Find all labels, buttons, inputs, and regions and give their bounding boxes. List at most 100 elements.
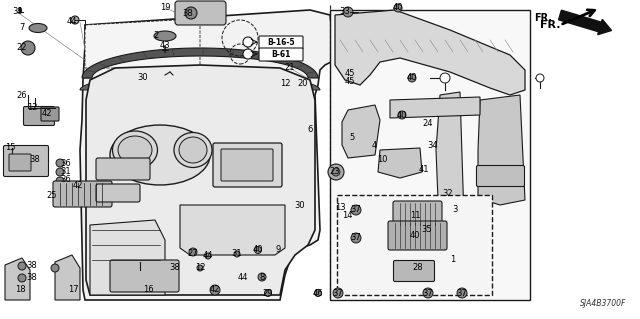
FancyBboxPatch shape (96, 184, 140, 202)
Text: 19: 19 (160, 4, 170, 12)
FancyBboxPatch shape (393, 201, 442, 227)
Text: 39: 39 (13, 8, 23, 17)
Polygon shape (80, 74, 320, 90)
Text: 13: 13 (335, 204, 346, 212)
FancyBboxPatch shape (41, 107, 59, 121)
Circle shape (351, 205, 361, 215)
Text: 4: 4 (371, 142, 376, 151)
FancyArrow shape (559, 10, 611, 35)
FancyBboxPatch shape (259, 36, 303, 49)
Text: 28: 28 (413, 263, 423, 272)
Circle shape (258, 273, 266, 281)
FancyBboxPatch shape (24, 107, 54, 125)
Text: 35: 35 (422, 225, 432, 234)
Circle shape (411, 232, 419, 240)
Text: 25: 25 (47, 190, 57, 199)
FancyBboxPatch shape (3, 145, 49, 176)
Ellipse shape (29, 24, 47, 33)
Text: 37: 37 (456, 288, 467, 298)
Circle shape (394, 4, 402, 12)
Text: 20: 20 (298, 79, 308, 88)
Text: 14: 14 (342, 211, 352, 220)
FancyBboxPatch shape (213, 143, 282, 187)
Polygon shape (80, 10, 335, 300)
Circle shape (408, 74, 416, 82)
Text: B-61: B-61 (271, 50, 291, 59)
Text: 16: 16 (143, 286, 154, 294)
Text: 31: 31 (232, 249, 243, 258)
Text: 36: 36 (61, 159, 72, 167)
Text: 45: 45 (345, 69, 355, 78)
Polygon shape (436, 92, 465, 255)
Circle shape (398, 111, 406, 119)
Circle shape (440, 73, 450, 83)
Circle shape (234, 251, 240, 257)
Circle shape (18, 262, 26, 270)
Ellipse shape (154, 31, 176, 41)
Text: FR.: FR. (534, 13, 552, 23)
Circle shape (328, 164, 344, 180)
Text: 21: 21 (285, 63, 295, 72)
Text: 40: 40 (410, 232, 420, 241)
Text: FR.: FR. (540, 20, 561, 30)
Circle shape (536, 74, 544, 82)
Text: 44: 44 (203, 251, 213, 261)
Text: 27: 27 (188, 249, 198, 257)
Text: 17: 17 (68, 286, 78, 294)
Text: 37: 37 (333, 288, 344, 298)
FancyBboxPatch shape (175, 1, 226, 25)
FancyBboxPatch shape (96, 158, 150, 180)
Text: 37: 37 (422, 288, 433, 298)
Text: 44: 44 (67, 18, 77, 26)
Text: 24: 24 (423, 120, 433, 129)
Text: 38: 38 (27, 273, 37, 283)
Text: 34: 34 (428, 140, 438, 150)
Text: 44: 44 (237, 273, 248, 283)
Circle shape (243, 37, 253, 47)
Text: 3: 3 (452, 205, 458, 214)
Circle shape (332, 168, 340, 176)
Text: 46: 46 (313, 288, 323, 298)
Text: 38: 38 (182, 9, 193, 18)
Text: 42: 42 (73, 181, 83, 189)
Text: 43: 43 (160, 41, 170, 50)
Text: 6: 6 (307, 125, 313, 135)
Text: 32: 32 (443, 189, 453, 198)
Polygon shape (390, 97, 480, 118)
Polygon shape (180, 205, 285, 255)
Circle shape (71, 16, 79, 24)
Circle shape (205, 253, 211, 259)
Text: 30: 30 (138, 73, 148, 83)
Circle shape (255, 247, 262, 254)
Circle shape (189, 248, 197, 256)
Circle shape (210, 285, 220, 295)
FancyBboxPatch shape (53, 181, 112, 207)
Text: 22: 22 (17, 43, 28, 53)
Circle shape (197, 265, 203, 271)
Text: 12: 12 (27, 103, 37, 113)
Text: 10: 10 (377, 155, 387, 165)
FancyBboxPatch shape (477, 166, 525, 187)
Circle shape (21, 41, 35, 55)
Text: 8: 8 (259, 272, 265, 281)
Text: 38: 38 (170, 263, 180, 272)
Polygon shape (342, 105, 380, 158)
Polygon shape (378, 148, 422, 178)
Circle shape (343, 7, 353, 17)
Text: 31: 31 (61, 167, 71, 176)
FancyBboxPatch shape (9, 154, 31, 171)
FancyBboxPatch shape (221, 149, 273, 181)
Ellipse shape (113, 131, 157, 169)
Circle shape (351, 233, 361, 243)
Text: 42: 42 (42, 109, 52, 118)
Text: 2: 2 (154, 32, 159, 41)
Text: 38: 38 (29, 155, 40, 165)
Bar (337, 195, 492, 295)
FancyBboxPatch shape (394, 261, 435, 281)
Text: 40: 40 (393, 4, 403, 12)
Text: 33: 33 (340, 8, 350, 17)
Circle shape (264, 290, 271, 296)
Text: SJA4B3700F: SJA4B3700F (580, 299, 627, 308)
Text: 11: 11 (410, 211, 420, 220)
Text: 45: 45 (345, 78, 355, 86)
